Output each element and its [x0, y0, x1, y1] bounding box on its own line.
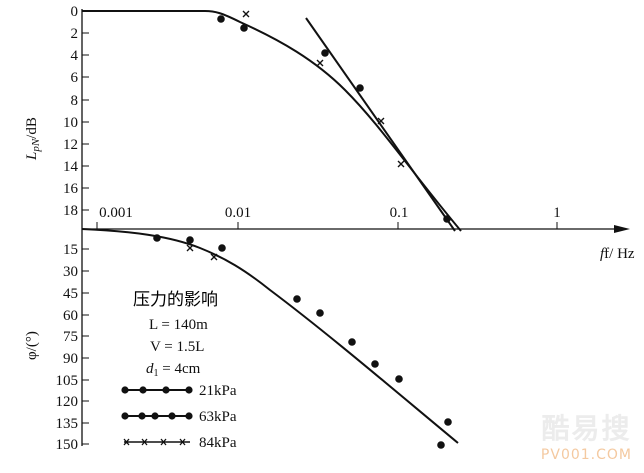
y-tick: 10: [63, 115, 78, 131]
x-tick: 0.001: [99, 205, 133, 221]
bottom-y-tick-labels: 15 30 45 60 75 90 105 120 135 150: [56, 242, 79, 453]
x-tick-labels: 0.001 0.01 0.1 1: [99, 205, 561, 221]
param-length: L = 140m: [149, 317, 208, 333]
y-tick: 30: [63, 264, 78, 280]
legend-item-63kpa: 63kPa: [121, 409, 237, 425]
y-tick: 150: [56, 437, 79, 453]
top-series-crosses: [242, 10, 405, 168]
y-tick: 18: [63, 203, 78, 219]
y-tick: 90: [63, 351, 78, 367]
top-asymptote-line: [305, 17, 456, 232]
y-tick: 60: [63, 308, 78, 324]
y-tick: 12: [63, 137, 78, 153]
y-tick: 135: [56, 416, 79, 432]
bottom-y-axis-label: φ/(°): [24, 331, 40, 360]
y-tick: 75: [63, 329, 78, 345]
svg-text:63kPa: 63kPa: [199, 409, 237, 425]
x-axis-arrow-icon: [614, 225, 630, 233]
y-tick: 4: [71, 48, 79, 64]
top-series-dots: [217, 15, 451, 223]
y-tick: 45: [63, 286, 78, 302]
x-axis-label: ff/ Hz: [600, 246, 635, 262]
watermark: 酷易搜 PV001.COM: [541, 407, 632, 463]
svg-text:84kPa: 84kPa: [199, 435, 237, 451]
y-tick: 14: [63, 159, 79, 175]
bottom-fit-curve: [81, 228, 459, 444]
y-tick: 15: [63, 242, 78, 258]
x-tick: 1: [553, 205, 561, 221]
y-tick: 0: [71, 4, 79, 20]
y-tick: 16: [63, 181, 79, 197]
watermark-text: 酷易搜: [541, 412, 632, 445]
y-tick: 6: [71, 70, 79, 86]
y-tick: 120: [56, 394, 79, 410]
x-tick: 0.1: [390, 205, 409, 221]
bottom-series-dots: [153, 234, 452, 449]
y-tick: 2: [71, 26, 79, 42]
bottom-series-crosses: [186, 244, 218, 261]
x-ticks: [96, 222, 558, 229]
top-fit-curve: [82, 10, 462, 232]
watermark-url: PV001.COM: [540, 447, 632, 463]
y-tick: 105: [56, 373, 79, 389]
legend-title: 压力的影响: [133, 290, 218, 310]
top-y-ticks: [82, 10, 89, 211]
x-tick: 0.01: [225, 205, 251, 221]
top-y-axis-label: LpN/dB: [24, 117, 42, 161]
y-tick: 8: [71, 93, 79, 109]
top-y-tick-labels: 0 2 4 6 8 10 12 14 16 18: [63, 4, 79, 219]
legend-item-21kpa: 21kPa: [121, 383, 237, 399]
bottom-y-ticks: [82, 248, 89, 445]
legend-item-84kpa: 84kPa: [123, 435, 237, 451]
param-diameter: d1 = 4cm: [146, 361, 201, 379]
param-volume: V = 1.5L: [150, 339, 204, 355]
svg-text:21kPa: 21kPa: [199, 383, 237, 399]
